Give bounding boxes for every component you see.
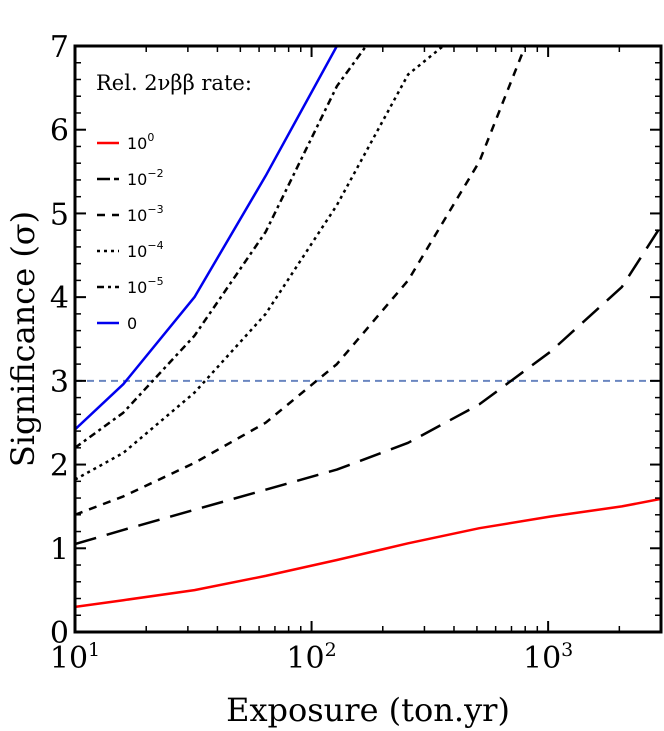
legend-label-0: 100 xyxy=(127,131,154,153)
legend-label-1: 10−2 xyxy=(127,167,164,189)
x-tick-label: 103 xyxy=(523,639,573,676)
series-line-5 xyxy=(75,46,338,431)
y-axis-title: Significance (σ) xyxy=(4,211,42,467)
legend-label-4: 10−5 xyxy=(127,275,164,297)
y-tick-label: 7 xyxy=(50,30,69,65)
series-line-3 xyxy=(75,46,444,481)
series-line-0 xyxy=(75,497,661,609)
y-tick-label: 5 xyxy=(50,197,69,232)
y-tick-label: 3 xyxy=(50,365,69,400)
series-line-4 xyxy=(75,46,368,449)
plot-frame xyxy=(73,44,663,634)
x-tick-label: 102 xyxy=(286,639,336,676)
legend-label-3: 10−4 xyxy=(127,239,164,261)
y-tick-label: 0 xyxy=(50,616,69,651)
x-tick-label: 101 xyxy=(50,639,100,676)
series-line-2 xyxy=(75,46,527,516)
legend-label-5: 0 xyxy=(127,314,137,333)
y-tick-label: 4 xyxy=(50,281,69,316)
legend-title: Rel. 2νββ rate: xyxy=(96,71,252,95)
x-axis-title: Exposure (ton.yr) xyxy=(226,691,510,729)
y-tick-label: 6 xyxy=(50,114,69,149)
y-tick-label: 1 xyxy=(50,532,69,567)
legend-label-2: 10−3 xyxy=(127,203,164,225)
series-line-1 xyxy=(75,225,661,546)
y-tick-label: 2 xyxy=(50,449,69,484)
